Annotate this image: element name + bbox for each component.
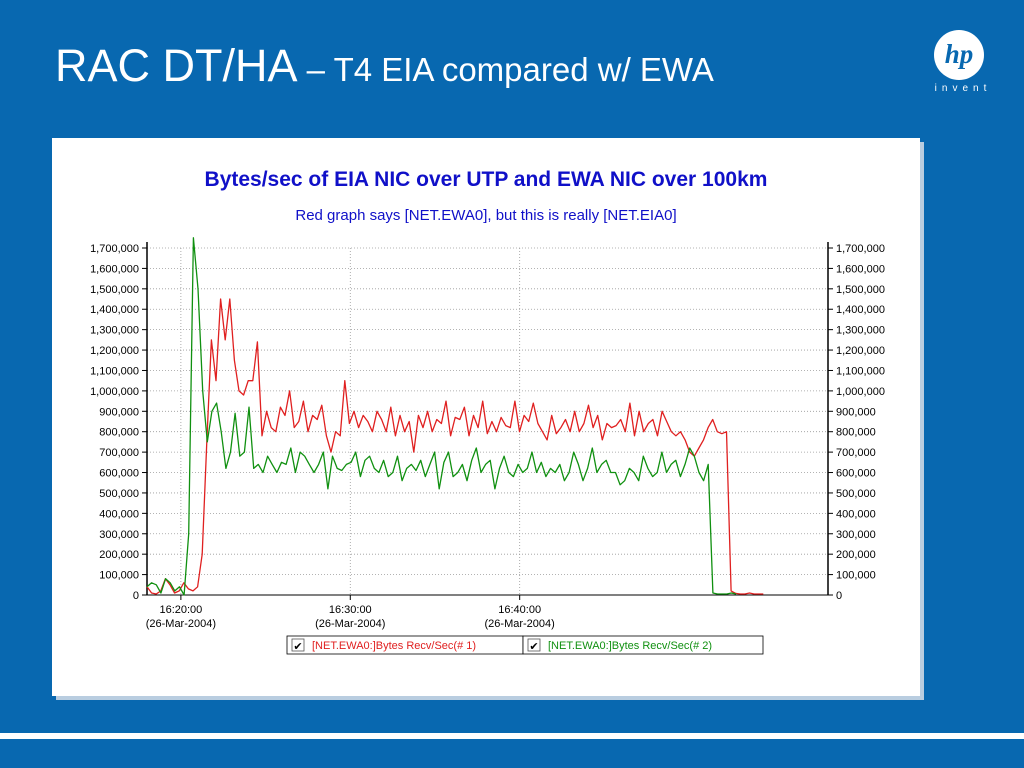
y-tick-label-right: 1,600,000 <box>836 263 885 275</box>
x-tick-label-time: 16:20:00 <box>159 604 202 616</box>
y-tick-label-left: 1,200,000 <box>90 345 139 357</box>
y-tick-label-left: 100,000 <box>99 570 139 582</box>
y-tick-label-left: 800,000 <box>99 427 139 439</box>
series-line-1 <box>146 298 764 595</box>
slide-title-main: RAC DT/HA <box>55 40 298 91</box>
footer-rule <box>0 733 1024 739</box>
chart-subtitle: Red graph says [NET.EWA0], but this is r… <box>295 207 676 224</box>
y-tick-label-left: 1,000,000 <box>90 386 139 398</box>
hp-logo-circle <box>934 30 984 80</box>
y-tick-label-right: 1,200,000 <box>836 345 885 357</box>
y-tick-label-left: 1,300,000 <box>90 325 139 337</box>
y-tick-label-left: 1,700,000 <box>90 243 139 255</box>
x-tick-label-time: 16:40:00 <box>498 604 541 616</box>
y-tick-label-right: 1,700,000 <box>836 243 885 255</box>
y-tick-label-right: 300,000 <box>836 529 876 541</box>
y-tick-label-left: 1,400,000 <box>90 304 139 316</box>
x-tick-label-date: (26-Mar-2004) <box>485 618 555 630</box>
x-tick-label-time: 16:30:00 <box>329 604 372 616</box>
y-tick-label-left: 1,500,000 <box>90 284 139 296</box>
slide-title: RAC DT/HA – T4 EIA compared w/ EWA <box>55 40 714 92</box>
legend-checkbox-2 <box>527 638 541 652</box>
y-tick-label-right: 700,000 <box>836 447 876 459</box>
y-tick-label-right: 1,100,000 <box>836 365 885 377</box>
legend-label-1: [NET.EWA0:]Bytes Recv/Sec(# 1) <box>312 640 476 652</box>
y-tick-label-left: 1,100,000 <box>90 365 139 377</box>
y-tick-label-right: 1,500,000 <box>836 284 885 296</box>
legend-label-2: [NET.EWA0:]Bytes Recv/Sec(# 2) <box>548 640 712 652</box>
x-tick-label-date: (26-Mar-2004) <box>315 618 385 630</box>
y-tick-label-left: 600,000 <box>99 468 139 480</box>
y-tick-label-right: 1,400,000 <box>836 304 885 316</box>
y-tick-label-right: 500,000 <box>836 488 876 500</box>
series-line-2 <box>146 237 737 596</box>
legend-check-icon-1: ✔ <box>293 640 302 653</box>
hp-logo-mark: hp <box>944 39 974 69</box>
legend-check-icon-2: ✔ <box>529 640 538 653</box>
x-tick-label-date: (26-Mar-2004) <box>146 618 216 630</box>
y-tick-label-right: 0 <box>836 590 842 602</box>
y-tick-label-left: 0 <box>133 590 139 602</box>
chart-panel: Bytes/sec of EIA NIC over UTP and EWA NI… <box>52 138 920 696</box>
y-tick-label-right: 400,000 <box>836 508 876 520</box>
slide-title-sub: – T4 EIA compared w/ EWA <box>297 51 714 88</box>
line-chart: Bytes/sec of EIA NIC over UTP and EWA NI… <box>90 168 885 655</box>
y-tick-label-left: 200,000 <box>99 549 139 561</box>
y-tick-label-right: 100,000 <box>836 570 876 582</box>
y-tick-label-left: 500,000 <box>99 488 139 500</box>
y-tick-label-right: 900,000 <box>836 406 876 418</box>
chart-title: Bytes/sec of EIA NIC over UTP and EWA NI… <box>205 168 768 191</box>
y-tick-label-left: 400,000 <box>99 508 139 520</box>
y-tick-label-left: 900,000 <box>99 406 139 418</box>
y-tick-label-left: 700,000 <box>99 447 139 459</box>
y-tick-label-left: 1,600,000 <box>90 263 139 275</box>
y-tick-label-right: 1,300,000 <box>836 325 885 337</box>
y-tick-label-right: 600,000 <box>836 468 876 480</box>
y-tick-label-left: 300,000 <box>99 529 139 541</box>
legend-checkbox-1 <box>291 638 305 652</box>
legend-entry-2 <box>522 635 764 655</box>
y-tick-label-right: 200,000 <box>836 549 876 561</box>
y-tick-label-right: 800,000 <box>836 427 876 439</box>
hp-logo: hp invent <box>926 30 1000 98</box>
hp-logo-tagline: invent <box>934 83 992 94</box>
y-tick-label-right: 1,000,000 <box>836 386 885 398</box>
footer-band <box>0 739 1024 768</box>
